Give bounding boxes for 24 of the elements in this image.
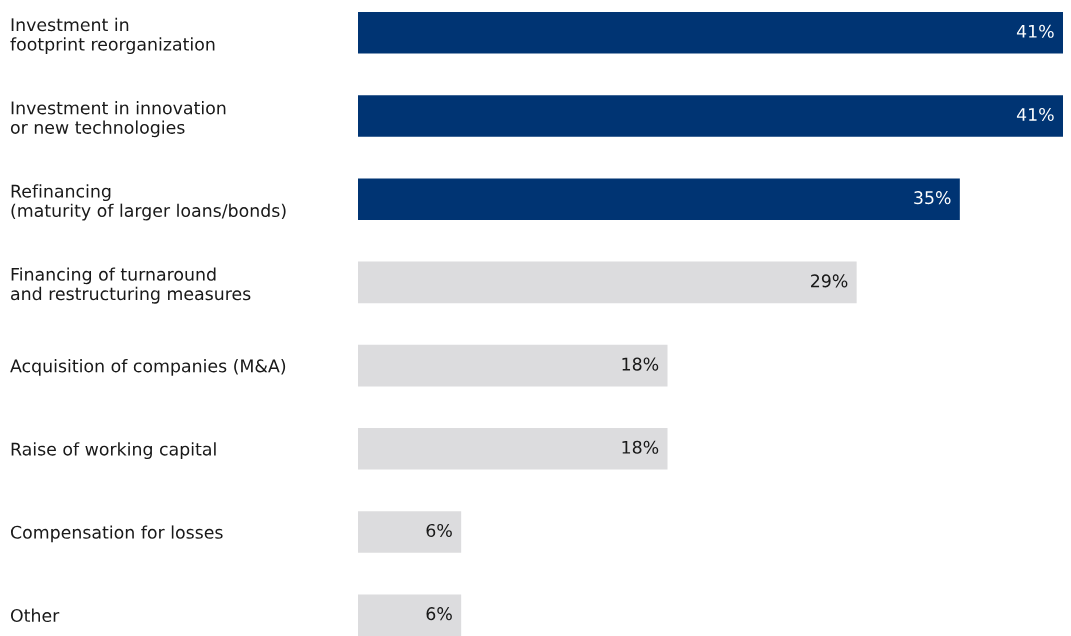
bar [358,261,857,304]
bar [358,428,668,470]
bar [358,594,462,636]
bar [358,12,1063,54]
y-tick-label: Financing of turnaround and restructuring measures [11,267,251,304]
y-tick-label: Investment in innovation or new technologies [10,101,226,138]
data-label: 6% [426,523,452,538]
bar [358,344,668,387]
data-label: 41% [1016,24,1054,38]
data-label: 41% [1016,107,1054,122]
data-label: 6% [426,607,452,621]
y-tick-label: Compensation for losses [10,525,223,543]
y-tick-label: Acquisition of companies (M&A) [10,359,286,376]
data-label: 18% [622,357,659,371]
y-tick-label: Refinancing (maturity of larger loans/bonds) [11,184,286,221]
y-tick-label: Investment in footprint reorganization [10,17,215,55]
data-label: 29% [811,274,848,288]
bar [358,178,960,220]
y-tick-label: Raise of working capital [11,442,216,460]
data-label: 18% [622,440,659,454]
y-tick-label: Other [10,608,60,623]
data-label: 35% [914,191,951,205]
bar [358,95,1063,137]
bar [358,511,462,553]
